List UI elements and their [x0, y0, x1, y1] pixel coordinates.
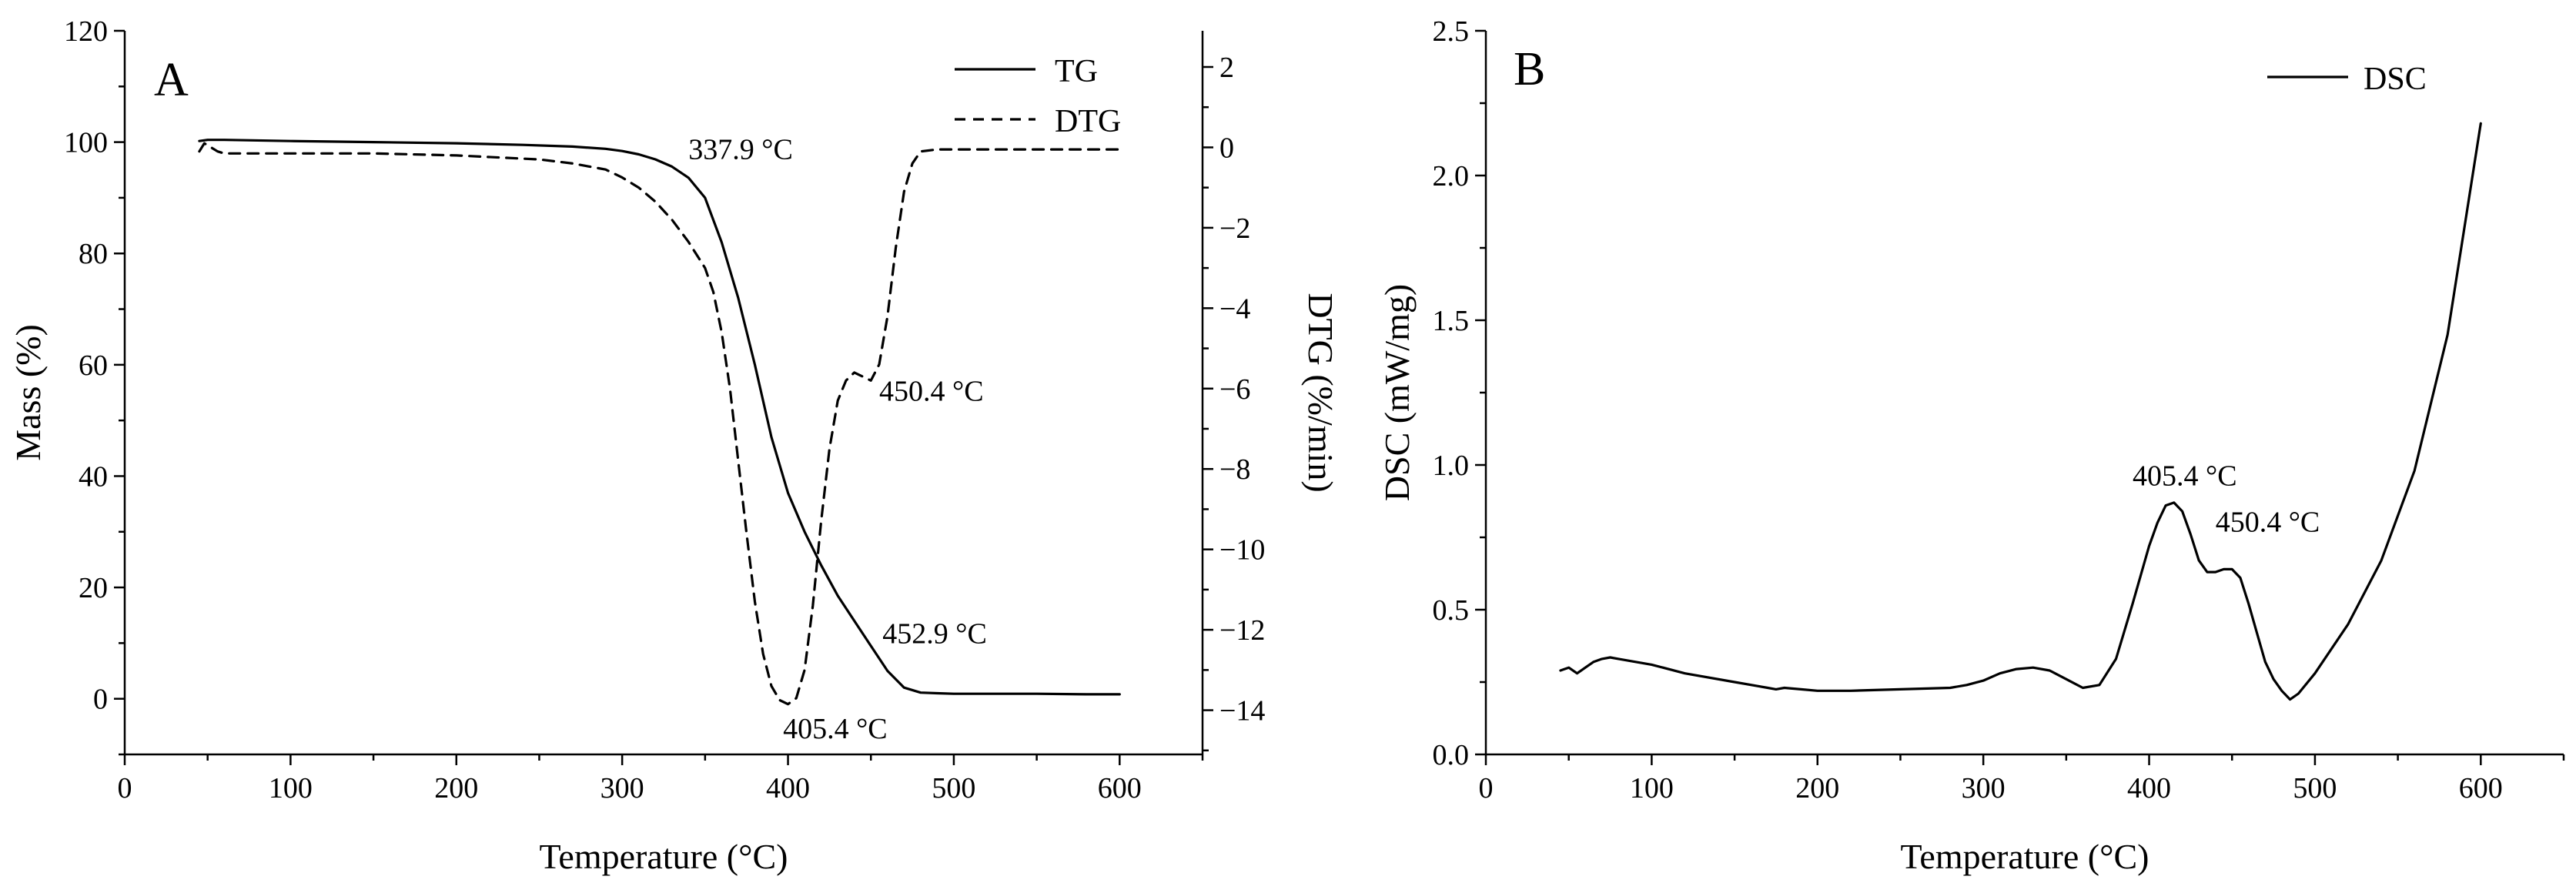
panel-b-series-dsc [1559, 122, 2482, 701]
panel-a-y-tick-label: 0 [93, 684, 108, 716]
panel-b-x-tick-label: 200 [1795, 772, 1839, 804]
panel-a-y2-tick-label: −12 [1219, 614, 1265, 647]
panel-a-x-tick-label: 600 [1098, 772, 1142, 804]
panel-a-legend: TG DTG [955, 54, 1121, 139]
panel-a-x-tick-label: 300 [601, 772, 644, 804]
panel-b-x-tick-label: 500 [2293, 772, 2337, 804]
panel-a-y2-title: DTG (%/min) [1301, 293, 1340, 492]
panel-b-y-tick-label: 2.5 [1433, 15, 1470, 48]
panel-b-y-tick-label: 2.0 [1433, 160, 1470, 192]
panel-a-y-tick-label: 20 [79, 572, 108, 604]
panel-a: A 0 100 200 300 400 500 60002040608010012020−2… [8, 15, 1340, 876]
panel-b-annotation: 405.4 °C [2133, 460, 2237, 492]
panel-b-y-title: DSC (mW/mg) [1377, 284, 1417, 501]
panel-a-annotation: 452.9 °C [882, 617, 987, 650]
panel-b-label: B [1514, 43, 1545, 95]
panel-a-legend-tg-label: TG [1055, 54, 1098, 89]
panel-a-y-tick-label: 60 [79, 350, 108, 382]
panel-a-x-tick-label: 100 [269, 772, 313, 804]
panel-a-x-tick-label: 400 [766, 772, 810, 804]
panel-a-y2-tick-label: 2 [1219, 52, 1234, 84]
panel-a-y2-tick-label: −8 [1219, 453, 1250, 486]
panel-a-y2-tick-label: −2 [1219, 212, 1250, 245]
panel-b-legend-dsc-label: DSC [2364, 62, 2427, 97]
panel-a-y-tick-label: 40 [79, 460, 108, 493]
panel-a-series-tg [198, 139, 1121, 696]
panel-a-annotation: 450.4 °C [879, 375, 984, 407]
panel-a-y-title: Mass (%) [8, 324, 48, 461]
panel-a-x-tick-label: 200 [434, 772, 478, 804]
panel-b-legend: DSC [2267, 62, 2427, 97]
panel-a-series-dtg [198, 142, 1121, 706]
panel-b-x-title: Temperature (°C) [1901, 837, 2149, 876]
panel-a-y-tick-label: 100 [64, 127, 108, 159]
panel-b-x-tick-label: 0 [1479, 772, 1494, 804]
panel-b-x-tick-label: 300 [1962, 772, 2006, 804]
panel-a-x-tick-label: 500 [932, 772, 975, 804]
panel-b-y-tick-label: 0.5 [1433, 594, 1470, 627]
panel-b-x-tick-label: 100 [1630, 772, 1674, 804]
panel-b-x-tick-label: 600 [2459, 772, 2503, 804]
panel-a-y2-tick-label: −4 [1219, 293, 1250, 325]
panel-b-y-tick-label: 0.0 [1433, 739, 1470, 771]
panel-b-annotation: 450.4 °C [2216, 506, 2320, 538]
panel-a-y-tick-label: 80 [79, 238, 108, 270]
panel-a-y2-tick-label: −10 [1219, 534, 1265, 567]
panel-b: B 0 100 200 300 400 500 6000.00.51.01.52.02.5 … [1377, 15, 2565, 876]
panel-a-annotation: 337.9 °C [688, 133, 793, 166]
panel-a-label: A [154, 54, 189, 106]
panel-a-y-tick-label: 120 [64, 15, 108, 48]
panel-b-y-tick-label: 1.5 [1433, 305, 1470, 337]
panel-a-y2-tick-label: −14 [1219, 695, 1265, 727]
panel-a-annotation: 405.4 °C [783, 713, 888, 745]
panel-a-x-title: Temperature (°C) [540, 837, 788, 876]
panel-a-y2-tick-label: 0 [1219, 132, 1234, 164]
panel-a-x-tick-label: 0 [118, 772, 132, 804]
panel-b-x-tick-label: 400 [2127, 772, 2171, 804]
panel-b-y-tick-label: 1.0 [1433, 450, 1470, 482]
panel-a-legend-dtg-label: DTG [1055, 104, 1121, 139]
panel-a-y2-tick-label: −6 [1219, 373, 1250, 406]
